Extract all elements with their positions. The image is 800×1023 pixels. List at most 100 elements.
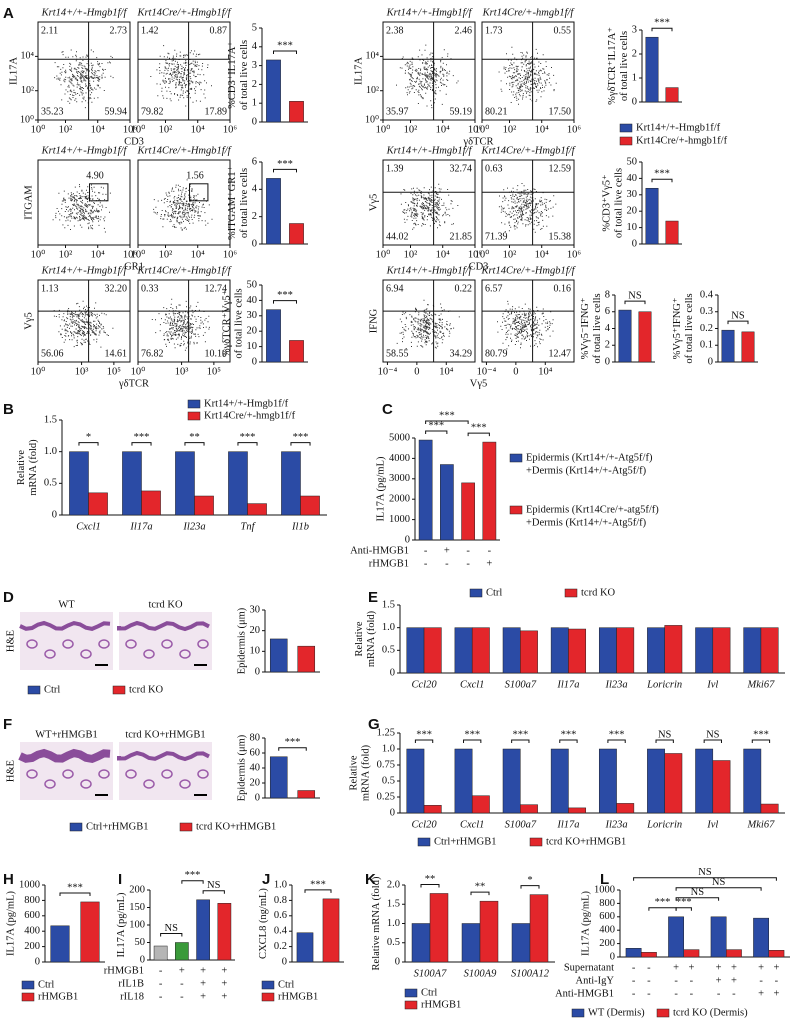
y-axis-label: IL17A [8,57,19,85]
sig-label: ** [475,882,486,893]
y-tick-label: 2 [252,79,257,90]
legend-label: Ctrl+rHMGB1 [86,821,149,832]
condition-sign: + [221,991,227,1002]
x-tick-label: 10⁴ [191,124,206,135]
condition-sign: - [159,991,163,1002]
condition-sign: - [159,978,163,989]
bar [297,645,316,673]
sig-bracket [202,890,225,894]
y-tick-label: 0.2 [700,323,713,334]
condition-sign: + [731,975,737,986]
bar [50,925,70,963]
legend-label: Ctrl [486,587,502,598]
bar [641,952,657,958]
y-axis-label: mRNA (fold) [366,610,377,667]
condition-label: rIL1B [118,978,144,989]
legend-label: tcrd KO+rHMGB1 [196,821,276,832]
x-tick-label: 10² [159,124,173,135]
bar [471,795,490,814]
quadrant-percent: 12.74 [205,283,228,294]
plot-title: Krt14+/+-Hmgb1f/f [41,145,129,156]
y-axis-label: Relative [348,755,359,790]
y-tick-label: 100 [129,919,145,930]
y-tick-label: 1.0 [387,918,400,929]
histology-image [119,742,212,800]
follicle [80,779,92,789]
condition-label: Anti-IgY [576,975,615,986]
bar [668,916,685,958]
bar [80,901,100,963]
category-label: Ccl20 [412,679,438,690]
y-tick-label: 8 [605,289,610,300]
sig-label: NS [658,729,672,740]
condition-sign: + [221,978,227,989]
quadrant-percent: 17.89 [205,106,228,117]
y-tick-label: 3 [632,24,637,35]
follicle [44,649,56,659]
y-tick-label: 10 [250,646,261,657]
sig-label: *** [676,897,692,908]
y-tick-label: 0.8 [274,895,287,906]
y-tick-label: 1 [632,72,637,83]
quadrant-percent: 58.55 [386,348,409,359]
epidermis-layer [18,748,111,764]
bar [406,748,425,814]
quadrant-percent: 32.74 [450,163,473,174]
y-axis-label: of total live cells [684,293,695,363]
plot-title: Krt14Cre/+-Hmgb1f/f [480,265,576,276]
legend-label: Ctrl [278,979,294,990]
quadrant-percent: 59.94 [105,106,128,117]
condition-sign: - [732,988,736,999]
sig-bracket [511,739,530,743]
sig-bracket [675,887,762,891]
y-tick-label: 200 [599,938,615,949]
y-axis-label: of total live cells [239,168,250,238]
x-axis-label: γδTCR [118,378,149,389]
sig-label: *** [285,737,301,748]
bar [423,627,442,674]
quadrant-percent: 0.22 [455,283,473,294]
bar [645,36,659,103]
epidermis-layer [117,750,210,762]
sig-bracket [278,747,307,751]
legend-swatch [179,822,193,832]
sig-label: *** [655,897,671,908]
sig-label: *** [471,422,487,433]
category-label: Tnf [240,521,256,532]
y-tick-label: 30 [250,604,261,615]
bar [625,948,642,958]
condition-sign: - [180,991,184,1002]
quadrant-percent: 17.50 [549,106,572,117]
epidermis-layer [117,620,210,632]
x-tick-label: 0 [513,366,518,377]
bar [511,923,531,963]
event-dots [396,44,459,109]
y-tick-label: 200 [129,884,145,895]
condition-sign: - [632,975,636,986]
legend-label: Ctrl+rHMGB1 [434,836,497,847]
plot-frame [481,279,575,363]
bar [741,331,755,363]
image-label: H&E [5,630,16,652]
follicle [161,769,173,779]
y-axis-label: %CD3⁺Vγ5⁺ [601,174,612,232]
quadrant-percent: 6.57 [485,283,503,294]
bar [461,923,481,963]
x-tick-label: 10³ [75,366,89,377]
bar [266,309,281,363]
y-tick-label: 0.75 [377,759,395,770]
y-tick-label: 2.0 [387,879,400,890]
sig-bracket [420,883,440,888]
x-axis-label: GR1 [124,261,144,272]
legend-swatch [564,588,578,598]
bar [454,627,473,674]
y-tick-label: 30 [627,189,638,200]
y-tick-label: 600 [599,911,615,922]
bar [726,949,742,958]
y-tick-label: 0 [52,509,57,520]
x-tick-label: 10⁵ [207,366,222,377]
legend-swatch [404,988,418,998]
sig-bracket [273,50,297,54]
sig-bracket [651,27,673,32]
